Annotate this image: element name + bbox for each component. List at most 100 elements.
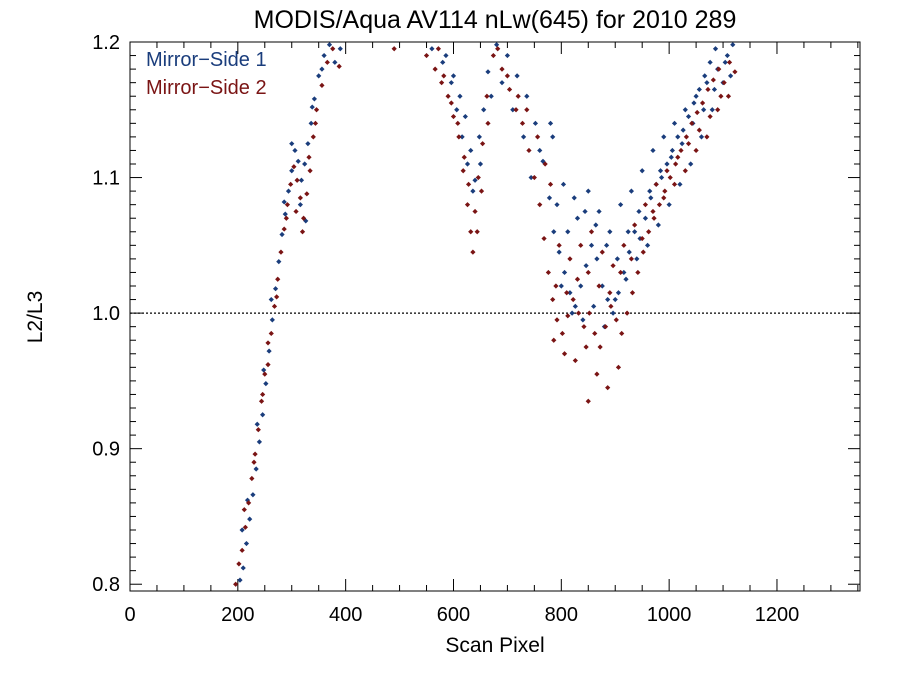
data-point (537, 202, 543, 208)
x-tick-label: 1200 (755, 604, 800, 626)
data-point (477, 161, 484, 167)
data-point (639, 235, 645, 242)
data-point (281, 199, 287, 205)
data-point (709, 107, 715, 113)
data-point (712, 46, 719, 52)
data-point (612, 296, 618, 303)
data-point (651, 215, 657, 221)
data-point (628, 256, 635, 262)
data-point (455, 120, 461, 126)
data-point (689, 120, 695, 126)
data-point (559, 330, 565, 337)
data-point (588, 242, 595, 248)
data-point (462, 113, 468, 120)
data-point (642, 215, 649, 221)
data-point (490, 52, 496, 59)
data-point (550, 296, 556, 303)
data-point (289, 141, 295, 147)
data-point (244, 497, 251, 503)
data-point (265, 362, 271, 368)
data-point (556, 249, 562, 255)
data-point (528, 174, 534, 181)
data-point (575, 310, 582, 316)
data-point (556, 242, 562, 248)
data-point (332, 59, 338, 65)
data-point (607, 290, 613, 296)
data-point (632, 229, 638, 235)
data-point (476, 134, 482, 140)
data-point (634, 256, 640, 262)
data-point (250, 492, 256, 498)
data-point (653, 181, 659, 187)
data-point (704, 80, 710, 86)
data-point (472, 208, 478, 215)
data-point (465, 181, 472, 187)
data-point (722, 59, 728, 65)
data-point (615, 290, 622, 296)
data-point (520, 134, 527, 140)
data-point (281, 226, 287, 232)
data-point (680, 127, 686, 133)
legend: Mirror−Side 1 Mirror−Side 2 (146, 49, 267, 99)
data-point (619, 330, 625, 337)
data-point (636, 208, 642, 215)
data-point (495, 46, 501, 52)
data-point (456, 134, 462, 140)
data-point (661, 195, 667, 201)
data-point (693, 147, 699, 154)
data-point (298, 177, 305, 183)
data-point (526, 147, 532, 154)
data-point (485, 69, 491, 75)
data-point (282, 211, 288, 217)
data-point (289, 168, 295, 174)
data-point (621, 269, 627, 276)
data-point (560, 181, 567, 187)
data-point (574, 215, 581, 221)
data-point (688, 161, 694, 167)
data-point (316, 73, 322, 79)
data-point (693, 93, 699, 99)
data-point (682, 107, 688, 113)
data-point (629, 290, 636, 296)
data-point (628, 188, 635, 194)
data-point (624, 310, 630, 316)
x-tick-label: 200 (221, 604, 254, 626)
data-point (675, 134, 681, 140)
data-point (276, 259, 282, 265)
data-point (704, 134, 710, 140)
data-point (251, 459, 257, 465)
data-point (675, 154, 681, 160)
data-point (705, 86, 711, 93)
x-tick-label: 0 (124, 604, 135, 626)
data-point (299, 229, 306, 235)
data-point (260, 391, 266, 398)
data-point (313, 107, 320, 113)
data-point (240, 565, 246, 571)
data-point (599, 283, 605, 289)
data-point (288, 181, 294, 187)
data-point (710, 77, 716, 83)
data-point (593, 222, 599, 228)
data-point (671, 181, 678, 187)
data-point (293, 208, 299, 215)
data-point (271, 303, 278, 309)
data-point (565, 229, 571, 235)
data-point (236, 561, 242, 567)
data-point (479, 141, 486, 147)
data-point (532, 120, 539, 126)
data-point (582, 208, 588, 215)
x-tick-label: 400 (329, 604, 362, 626)
series-layer (233, 42, 738, 587)
data-point (249, 475, 255, 482)
data-point (268, 330, 274, 337)
data-point (284, 202, 291, 208)
y-axis-title: L2/L3 (24, 291, 47, 344)
data-point (699, 100, 706, 106)
data-point (321, 52, 327, 59)
data-point (635, 269, 641, 276)
data-point (295, 158, 301, 164)
data-point (711, 86, 718, 93)
data-point (567, 290, 573, 296)
data-point (608, 303, 614, 309)
